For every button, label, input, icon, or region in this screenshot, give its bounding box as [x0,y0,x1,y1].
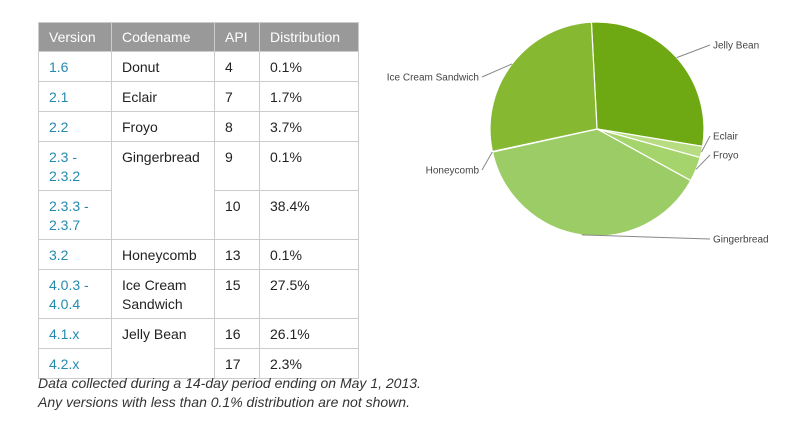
version-cell: 2.3 - 2.3.2 [38,141,112,191]
pie-leader-line [581,234,711,240]
table-header-row: Version Codename API Distribution [38,22,359,52]
codename-cell: Ice Cream Sandwich [111,269,215,319]
footnote: Data collected during a 14-day period en… [38,374,421,412]
version-link[interactable]: 2.2 [49,119,69,135]
distribution-cell: 26.1% [259,318,359,349]
pie-slice-label: Jelly Bean [713,41,759,52]
table-row: 1.6 Donut 4 0.1% [38,51,359,82]
codename-cell: Jelly Bean [111,318,215,379]
distribution-cell: 2.3% [259,348,359,379]
table-row: 2.1 Eclair 7 1.7% [38,81,359,112]
table-row: 4.2.x 17 2.3% [38,348,359,379]
pie-slice-label: Eclair [713,132,739,143]
table-row: 2.3.3 - 2.3.7 10 38.4% [38,190,359,240]
pie-slice-label: Froyo [713,151,739,162]
pie-leader-line [481,151,493,171]
api-cell: 15 [214,269,260,319]
api-cell: 4 [214,51,260,82]
pie-leader-line [701,135,711,153]
version-link[interactable]: 4.1.x [49,326,80,342]
version-link[interactable]: 4.0.3 - 4.0.4 [49,277,89,312]
version-cell: 4.2.x [38,348,112,379]
pie-slice-label: Honeycomb [426,166,480,177]
distribution-table: Version Codename API Distribution 1.6 Do… [38,22,359,379]
pie-leader-line [481,63,513,78]
version-cell: 4.1.x [38,318,112,349]
codename-cell: Gingerbread [111,141,215,240]
version-link[interactable]: 1.6 [49,59,69,75]
pie-slice-label: Ice Cream Sandwich [387,73,479,84]
version-link[interactable]: 2.3.3 - 2.3.7 [49,198,89,233]
version-link[interactable]: 4.2.x [49,356,80,372]
api-cell: 10 [214,190,260,240]
header-distribution: Distribution [259,22,359,52]
footnote-line-1: Data collected during a 14-day period en… [38,375,421,391]
footnote-line-2: Any versions with less than 0.1% distrib… [38,394,410,410]
api-cell: 8 [214,111,260,142]
version-link[interactable]: 2.3 - 2.3.2 [49,149,81,184]
header-version: Version [38,22,112,52]
pie-leader-line [695,154,711,170]
version-cell: 4.0.3 - 4.0.4 [38,269,112,319]
api-cell: 16 [214,318,260,349]
version-link[interactable]: 3.2 [49,247,69,263]
pie-leader-line [676,44,711,59]
distribution-cell: 1.7% [259,81,359,112]
distribution-cell: 3.7% [259,111,359,142]
api-cell: 17 [214,348,260,379]
distribution-cell: 0.1% [259,239,359,270]
codename-cell: Donut [111,51,215,82]
distribution-cell: 27.5% [259,269,359,319]
table-row: 3.2 Honeycomb 13 0.1% [38,239,359,270]
version-link[interactable]: 2.1 [49,89,69,105]
pie-slice-label: Gingerbread [713,235,769,246]
version-cell: 1.6 [38,51,112,82]
distribution-cell: 38.4% [259,190,359,240]
table-row: 2.2 Froyo 8 3.7% [38,111,359,142]
table-row: 4.0.3 - 4.0.4 Ice Cream Sandwich 15 27.5… [38,269,359,319]
table-row: 4.1.x Jelly Bean 16 26.1% [38,318,359,379]
pie-slice [590,21,705,148]
pie-slice [489,21,598,153]
